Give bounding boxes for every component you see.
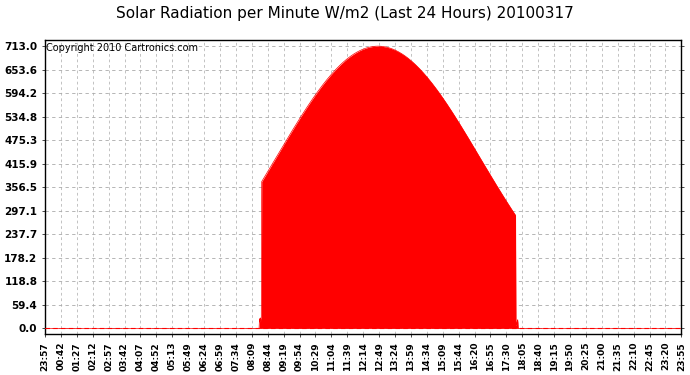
Text: Copyright 2010 Cartronics.com: Copyright 2010 Cartronics.com [46,43,198,53]
Text: Solar Radiation per Minute W/m2 (Last 24 Hours) 20100317: Solar Radiation per Minute W/m2 (Last 24… [116,6,574,21]
